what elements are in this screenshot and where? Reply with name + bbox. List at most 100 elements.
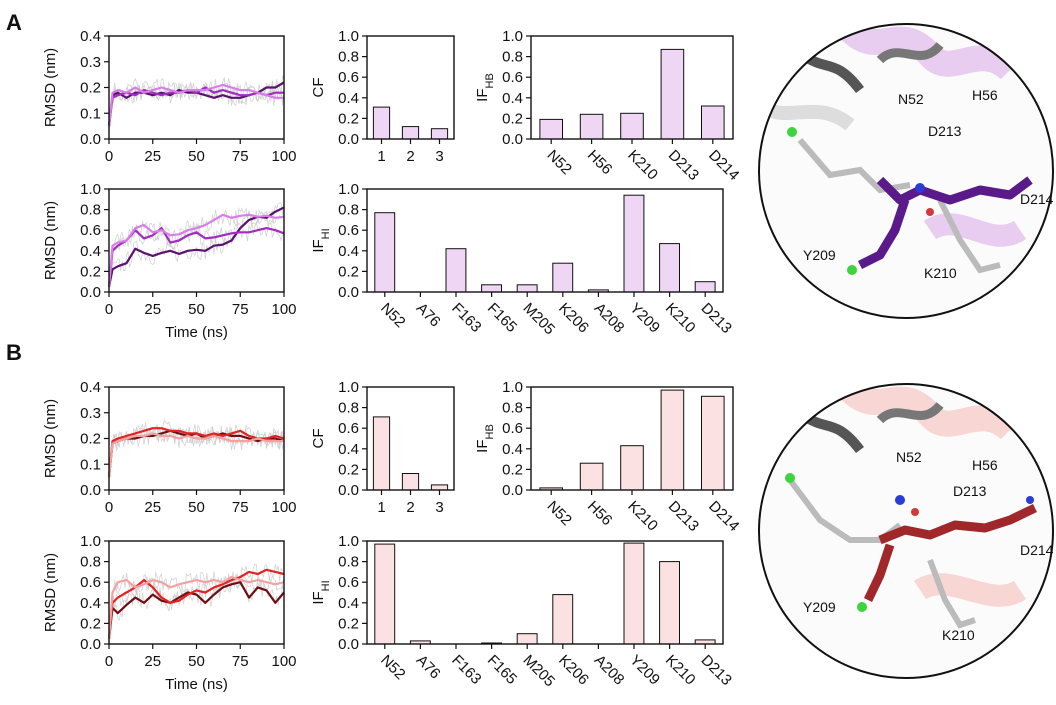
noise-trace (108, 571, 285, 645)
residue-label: D213 (928, 123, 962, 139)
y-tick-label: 0.2 (80, 263, 101, 280)
x-tick-label: 0 (105, 148, 113, 165)
noise-trace (108, 76, 285, 131)
bar-F163 (445, 248, 467, 293)
structure-frame-b (758, 383, 1054, 679)
y-tick-label: 0.6 (338, 69, 359, 86)
x-tick-label: D213 (698, 652, 735, 689)
x-axis-label: Time (ns) (165, 324, 228, 341)
x-tick-label: 3 (435, 148, 443, 165)
y-tick-label: 1.0 (338, 28, 359, 45)
series-line-2 (107, 568, 285, 640)
bar-K210 (620, 445, 644, 491)
x-tick-label: D213 (665, 498, 702, 535)
y-axis-label: RMSD (nm) (42, 48, 59, 127)
y-tick-label: 0.2 (502, 110, 523, 127)
x-tick-label: Y209 (626, 652, 663, 689)
bar-1 (372, 106, 391, 140)
helix-ribbon (923, 213, 1027, 247)
y-tick-label: 0.0 (80, 482, 101, 499)
bar-K206 (552, 262, 574, 293)
x-tick-label: D214 (705, 147, 742, 184)
x-tick-label: 100 (271, 499, 296, 516)
y-axis-label-subscript: HI (320, 580, 332, 591)
x-tick-label: 50 (188, 301, 205, 318)
y-tick-label: 0.6 (338, 574, 359, 591)
x-tick-label: 75 (232, 499, 249, 516)
y-tick-label: 0.8 (338, 400, 359, 417)
y-tick-label: 0.2 (338, 615, 359, 632)
y-tick-label: 0.4 (80, 595, 101, 612)
y-tick-label: 0.2 (338, 110, 359, 127)
residue-label: H56 (972, 87, 998, 103)
y-axis-label: RMSD (nm) (42, 399, 59, 478)
y-tick-label: 1.0 (338, 533, 359, 550)
x-tick-label: K210 (662, 300, 699, 337)
y-axis-label: IFHI (310, 228, 332, 252)
x-tick-label: 100 (271, 301, 296, 318)
y-tick-label: 0.6 (338, 420, 359, 437)
bar-D214 (701, 395, 725, 491)
y-tick-label: 0.0 (338, 636, 359, 653)
y-axis-label: IFHB (474, 424, 496, 453)
residue-label: K210 (924, 265, 957, 281)
y-tick-label: 0.0 (338, 131, 359, 148)
y-tick-label: 0.6 (502, 420, 523, 437)
x-tick-label: 0 (105, 499, 113, 516)
residue-label: Y209 (803, 247, 836, 263)
bar-Y209 (623, 542, 645, 645)
y-tick-label: 0.4 (80, 243, 101, 260)
noise-trace (108, 75, 285, 136)
x-tick-label: 2 (406, 148, 414, 165)
bar-N52 (539, 118, 564, 140)
x-tick-label: D214 (705, 498, 742, 535)
residue-label: Y209 (803, 599, 836, 615)
x-tick-label: 25 (144, 301, 161, 318)
chart-A-rmsd-top: 0.0 0.1 0.2 0.3 0.4 RMSD (nm) 0 25 50 75 100 (42, 28, 297, 165)
atom-chlorine (857, 602, 867, 612)
bar-Y209 (623, 194, 645, 293)
x-tick-label: 1 (377, 148, 385, 165)
bar-F165 (481, 284, 503, 293)
residue-label: D214 (1020, 191, 1054, 207)
y-tick-label: 0.6 (502, 69, 523, 86)
x-tick-label: 75 (232, 653, 249, 670)
y-tick-label: 0.0 (80, 131, 101, 148)
bar-D213 (660, 48, 685, 140)
bar-D213 (694, 281, 716, 293)
chart-B-cf: 0.0 0.2 0.4 0.6 0.8 1.0 CF 1 2 3 (310, 379, 455, 516)
y-tick-label: 1.0 (502, 379, 523, 396)
x-tick-label: 50 (188, 499, 205, 516)
y-tick-label: 0.8 (80, 554, 101, 571)
y-tick-label: 0.6 (80, 574, 101, 591)
helix-ribbon (913, 573, 1027, 607)
atom-chlorine (787, 127, 797, 137)
ligand-stick (857, 198, 910, 270)
x-tick-label: A76 (413, 300, 444, 331)
y-tick-label: 0.8 (502, 400, 523, 417)
y-tick-label: 0.0 (338, 284, 359, 301)
plot-frame (108, 35, 285, 140)
x-tick-label: 50 (188, 148, 205, 165)
plot-frame (366, 386, 455, 491)
x-tick-label: D213 (698, 300, 735, 337)
y-tick-label: 0.8 (338, 49, 359, 66)
x-tick-label: 3 (435, 499, 443, 516)
y-tick-label: 0.2 (80, 615, 101, 632)
bar-2 (401, 126, 420, 140)
x-tick-label: A208 (591, 300, 628, 337)
atom-chlorine (847, 265, 857, 275)
series-line-1 (107, 206, 285, 288)
y-tick-label: 1.0 (338, 379, 359, 396)
helix-ribbon (766, 103, 855, 131)
y-axis-label: CF (310, 429, 327, 449)
plot-frame (530, 35, 734, 140)
x-tick-label: F165 (484, 652, 520, 688)
residue-label: K210 (942, 627, 975, 643)
residue-label: N52 (896, 449, 922, 465)
x-tick-label: Y209 (626, 300, 663, 337)
plot-frame (108, 540, 285, 645)
atom-nitrogen (1026, 496, 1034, 504)
x-tick-label: 100 (271, 653, 296, 670)
